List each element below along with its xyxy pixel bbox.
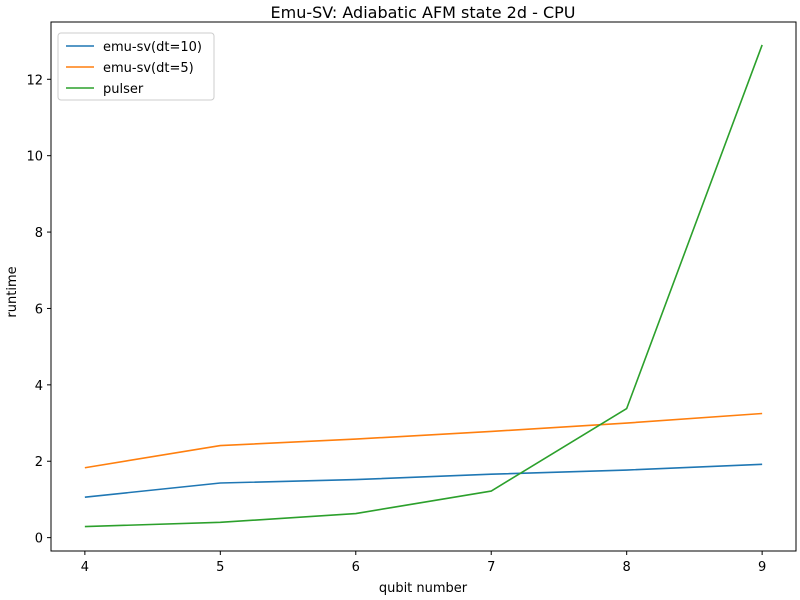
x-tick-label: 5 <box>216 560 224 575</box>
plot-frame <box>50 21 797 552</box>
y-tick-label: 8 <box>35 226 43 241</box>
x-axis-label: qubit number <box>379 581 468 596</box>
y-tick-label: 12 <box>26 73 43 88</box>
chart-title: Emu-SV: Adiabatic AFM state 2d - CPU <box>271 3 576 22</box>
x-tick-label: 7 <box>487 560 495 575</box>
x-tick-label: 8 <box>623 560 631 575</box>
series-line-1 <box>84 463 763 498</box>
legend-entry-2: emu-sv(dt=5) <box>103 61 194 76</box>
y-tick-label: 0 <box>35 532 43 547</box>
y-tick-label: 10 <box>26 150 43 165</box>
y-tick-label: 2 <box>35 455 43 470</box>
legend: emu-sv(dt=10) emu-sv(dt=5) pulser <box>57 32 215 101</box>
x-axis: 4 5 6 7 8 9 <box>81 551 766 575</box>
legend-entry-1: emu-sv(dt=10) <box>103 40 202 55</box>
series-line-3 <box>84 44 763 528</box>
y-tick-label: 4 <box>35 379 43 394</box>
legend-box <box>57 32 215 101</box>
y-axis-label: runtime <box>5 266 20 317</box>
y-tick-label: 6 <box>35 302 43 317</box>
x-tick-label: 6 <box>352 560 360 575</box>
series-line-2 <box>84 412 763 469</box>
x-tick-label: 4 <box>81 560 89 575</box>
plot-area <box>84 44 763 528</box>
legend-entry-3: pulser <box>103 82 144 97</box>
y-axis: 0 2 4 6 8 10 12 <box>26 73 51 547</box>
x-tick-label: 9 <box>758 560 766 575</box>
